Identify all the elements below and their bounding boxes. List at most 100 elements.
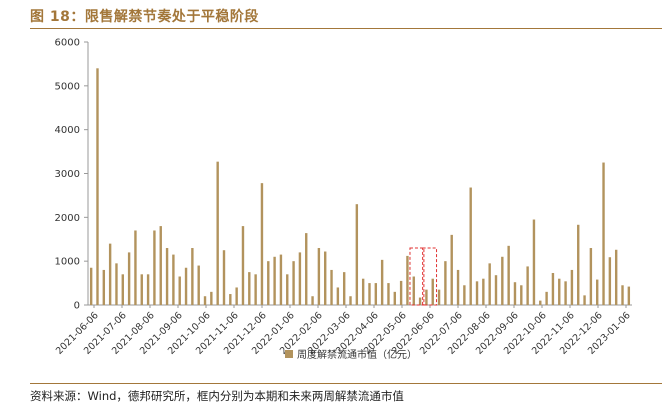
bar bbox=[203, 296, 207, 305]
bar bbox=[437, 289, 441, 305]
bar bbox=[507, 245, 510, 305]
bar bbox=[380, 259, 384, 305]
bar bbox=[254, 274, 257, 305]
bar bbox=[184, 267, 188, 305]
bar bbox=[456, 269, 460, 305]
bar bbox=[286, 274, 289, 305]
bar bbox=[305, 233, 308, 305]
bar bbox=[108, 243, 112, 305]
bar bbox=[589, 248, 593, 305]
bar bbox=[526, 266, 529, 305]
bar bbox=[115, 263, 118, 305]
bar bbox=[96, 68, 99, 305]
y-tick-label: 2000 bbox=[55, 213, 80, 224]
bar bbox=[311, 296, 314, 305]
y-tick-label: 0 bbox=[74, 301, 80, 312]
bar bbox=[450, 234, 453, 305]
bar bbox=[627, 286, 631, 305]
bar bbox=[488, 263, 491, 305]
bar bbox=[558, 278, 561, 305]
bar bbox=[140, 274, 143, 305]
bar bbox=[159, 226, 162, 305]
bar bbox=[229, 294, 232, 305]
bar bbox=[539, 300, 542, 305]
bar bbox=[172, 254, 175, 305]
bar bbox=[317, 248, 321, 305]
legend-swatch bbox=[285, 349, 293, 358]
source-note: 资料来源：Wind，德邦研究所，框内分别为本期和未来两周解禁流通市值 bbox=[30, 389, 404, 403]
bar bbox=[146, 274, 150, 305]
bar bbox=[545, 291, 548, 305]
bar bbox=[577, 224, 580, 305]
bar bbox=[235, 287, 238, 305]
chart-legend: 周度解禁流通市值（亿元） bbox=[285, 346, 417, 361]
figure-title: 图 18：限售解禁节奏处于平稳阶段 bbox=[30, 9, 259, 25]
title-divider bbox=[30, 28, 662, 29]
bar bbox=[520, 285, 523, 305]
bar bbox=[501, 256, 504, 305]
y-tick-label: 4000 bbox=[55, 125, 80, 136]
source-divider bbox=[30, 383, 662, 384]
bar bbox=[475, 281, 479, 305]
bar bbox=[153, 230, 156, 305]
bar bbox=[191, 248, 194, 305]
bar bbox=[355, 204, 359, 305]
bar bbox=[267, 261, 270, 305]
bar bbox=[292, 261, 295, 305]
bar bbox=[469, 187, 472, 305]
bar bbox=[614, 249, 618, 305]
bar bbox=[298, 252, 302, 305]
y-tick-label: 1000 bbox=[55, 257, 80, 268]
bar bbox=[583, 295, 586, 305]
bar bbox=[89, 267, 93, 305]
bar bbox=[336, 287, 340, 305]
bar bbox=[178, 276, 181, 305]
bar bbox=[216, 161, 219, 305]
legend-label: 周度解禁流通市值（亿元） bbox=[297, 350, 417, 361]
bar bbox=[368, 283, 371, 305]
highlight-box bbox=[409, 247, 425, 306]
bar bbox=[222, 250, 226, 305]
bar bbox=[463, 285, 466, 305]
bar bbox=[608, 257, 612, 305]
bar bbox=[330, 269, 333, 305]
bar bbox=[393, 291, 396, 305]
y-tick-label: 6000 bbox=[55, 38, 80, 49]
bar bbox=[551, 273, 555, 305]
bar bbox=[602, 162, 605, 305]
highlight-box bbox=[422, 247, 438, 306]
bar bbox=[342, 272, 346, 305]
bar bbox=[532, 219, 536, 305]
bar bbox=[241, 226, 245, 305]
bar bbox=[134, 230, 137, 305]
bar bbox=[621, 285, 624, 305]
bar bbox=[210, 291, 213, 305]
bar bbox=[513, 282, 517, 305]
figure-header: 图 18：限售解禁节奏处于平稳阶段 bbox=[0, 0, 671, 29]
bar bbox=[494, 275, 498, 305]
bar bbox=[121, 274, 124, 305]
bar bbox=[324, 251, 327, 305]
bar bbox=[431, 278, 434, 305]
bar bbox=[412, 276, 415, 305]
bar bbox=[248, 272, 251, 305]
bar bbox=[425, 289, 428, 305]
bar bbox=[361, 278, 365, 305]
bar bbox=[596, 279, 599, 305]
bar bbox=[564, 281, 567, 305]
bar bbox=[444, 261, 447, 305]
y-tick-label: 5000 bbox=[55, 81, 80, 92]
bar bbox=[418, 297, 422, 305]
bar bbox=[374, 283, 378, 305]
bar bbox=[279, 254, 283, 305]
bar bbox=[273, 256, 276, 305]
bar bbox=[260, 183, 264, 305]
bar bbox=[349, 296, 352, 305]
bar bbox=[102, 269, 106, 305]
bar bbox=[570, 269, 574, 305]
bar bbox=[165, 248, 169, 305]
bar bbox=[399, 280, 403, 305]
bar bbox=[127, 252, 131, 305]
bar bbox=[482, 278, 485, 305]
